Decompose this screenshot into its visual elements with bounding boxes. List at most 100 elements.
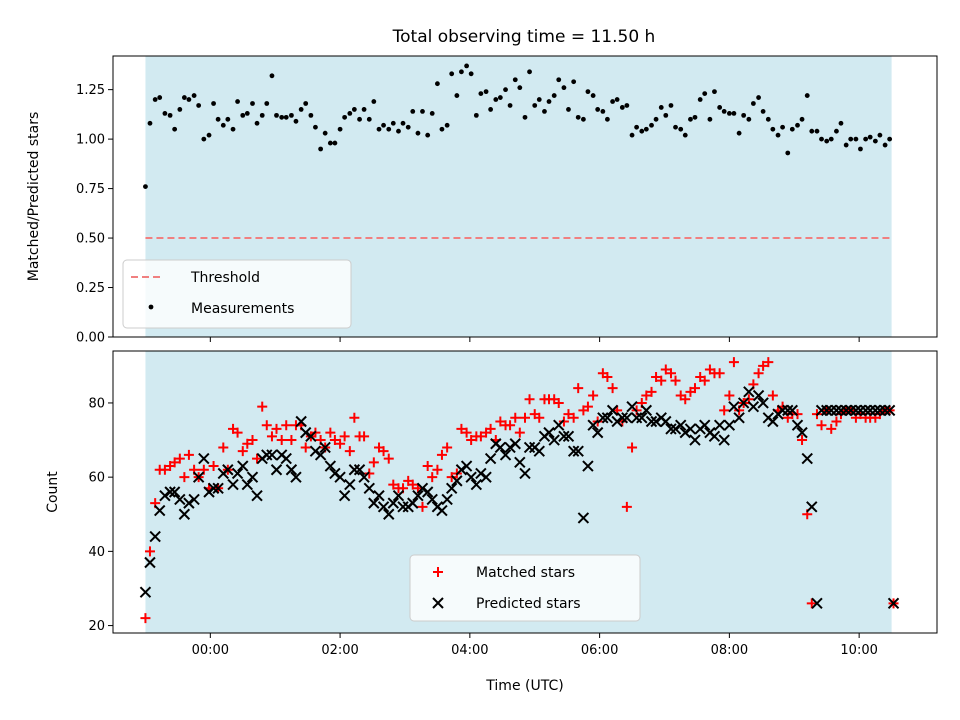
- legend-label: Predicted stars: [476, 596, 581, 612]
- data-point: [699, 419, 711, 431]
- data-point: [470, 478, 483, 491]
- data-point: [627, 442, 638, 453]
- data-point: [646, 386, 657, 397]
- data-point: [796, 426, 808, 439]
- data-point: [621, 412, 633, 424]
- data-point: [432, 464, 443, 475]
- data-point: [641, 390, 652, 401]
- data-point: [653, 116, 659, 122]
- data-point: [688, 116, 693, 122]
- data-point: [192, 471, 205, 483]
- data-point: [765, 116, 771, 122]
- data-point: [770, 126, 776, 132]
- axes-frame: [112, 55, 938, 338]
- data-point: [143, 184, 148, 190]
- data-point: [536, 97, 542, 102]
- data-point: [621, 501, 632, 512]
- data-point: [830, 404, 843, 417]
- data-point: [390, 120, 396, 126]
- data-point: [782, 404, 794, 417]
- data-point: [826, 423, 837, 434]
- data-point: [353, 464, 366, 476]
- data-point: [684, 423, 697, 435]
- data-point: [420, 109, 425, 114]
- data-point: [439, 126, 445, 132]
- data-point: [682, 132, 688, 138]
- data-point: [334, 471, 346, 483]
- data-point: [364, 468, 375, 479]
- data-point: [831, 416, 842, 427]
- data-point: [373, 490, 385, 502]
- data-point: [883, 404, 896, 417]
- data-point: [347, 110, 353, 116]
- data-point: [244, 110, 250, 116]
- data-point: [286, 435, 297, 446]
- data-point: [386, 126, 392, 132]
- data-point: [874, 404, 886, 417]
- data-point: [848, 136, 854, 142]
- data-point: [335, 438, 346, 449]
- y-tick-label: 60: [88, 471, 105, 486]
- data-point: [660, 415, 672, 428]
- data-point: [756, 95, 761, 100]
- legend-threshold-label: Threshold: [190, 270, 260, 286]
- data-point: [261, 420, 272, 431]
- data-point: [421, 486, 434, 498]
- data-point: [186, 97, 192, 102]
- figure-title: Total observing time = 11.50 h: [392, 27, 656, 47]
- data-point: [585, 89, 591, 95]
- data-point: [835, 404, 847, 417]
- data-point: [456, 423, 467, 434]
- data-point: [215, 116, 221, 122]
- data-point: [806, 501, 818, 513]
- data-point: [290, 471, 302, 483]
- data-point: [426, 493, 438, 506]
- data-point: [351, 107, 357, 112]
- data-point: [279, 114, 285, 120]
- legend-label: Matched stars: [476, 565, 575, 581]
- data-point: [577, 512, 590, 524]
- data-point: [699, 375, 710, 386]
- data-point: [376, 126, 382, 132]
- data-point: [208, 461, 219, 472]
- y-tick-label: 0.25: [76, 281, 105, 296]
- data-point: [697, 97, 703, 102]
- y-tick-label: 40: [88, 545, 105, 560]
- data-point: [588, 390, 599, 401]
- y-tick-label: 80: [88, 396, 105, 411]
- data-point: [254, 120, 260, 126]
- data-point: [568, 412, 579, 423]
- data-point: [799, 116, 805, 122]
- data-point: [475, 467, 487, 480]
- x-tick-label: 00:00: [192, 643, 229, 658]
- data-point: [689, 434, 701, 446]
- data-point: [444, 122, 450, 128]
- data-point: [563, 409, 574, 420]
- data-point: [877, 132, 883, 138]
- top-panel-ratio: 0.00 0.25 0.50 0.75 1.00 1.25 Matched/Predicte…: [26, 55, 938, 346]
- data-point: [551, 93, 557, 98]
- data-point: [308, 112, 314, 118]
- data-point: [614, 97, 620, 102]
- data-point: [665, 423, 677, 435]
- data-point: [231, 467, 244, 480]
- data-point: [270, 464, 283, 476]
- data-point: [407, 497, 419, 509]
- data-point: [152, 97, 158, 102]
- data-point: [485, 423, 496, 434]
- data-point: [626, 400, 638, 413]
- data-point: [523, 441, 536, 454]
- data-point: [819, 136, 824, 142]
- data-point: [483, 89, 489, 95]
- data-point: [300, 442, 311, 453]
- data-point: [629, 132, 635, 138]
- data-point: [436, 504, 448, 517]
- data-point: [736, 130, 742, 136]
- data-point: [172, 126, 178, 132]
- data-point: [154, 504, 166, 517]
- data-point: [737, 397, 750, 409]
- data-point: [276, 435, 287, 446]
- data-point: [159, 464, 170, 475]
- data-point: [494, 441, 507, 454]
- data-point: [436, 449, 447, 460]
